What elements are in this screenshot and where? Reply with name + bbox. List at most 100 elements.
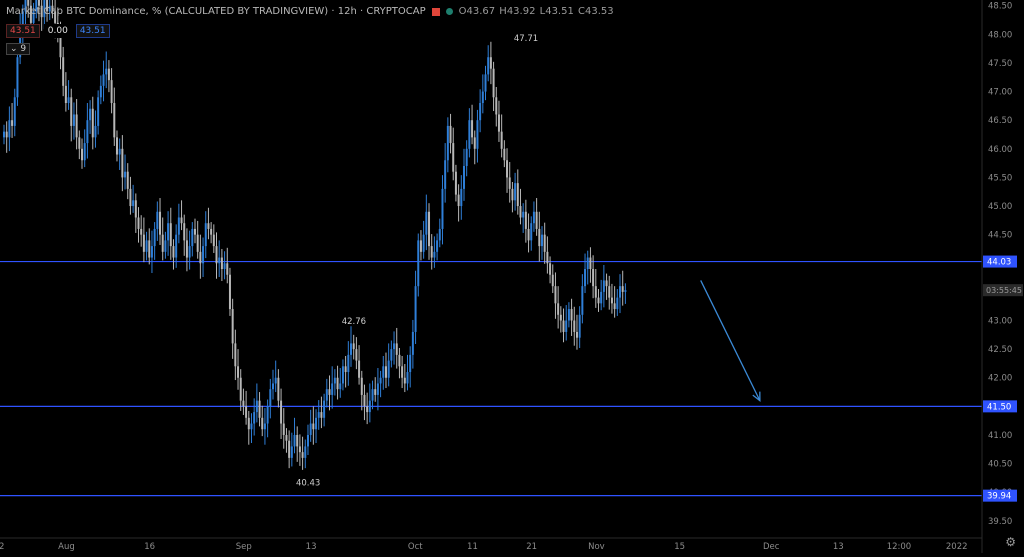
candle-body bbox=[156, 211, 159, 229]
ohlc-high: H43.92 bbox=[499, 6, 536, 17]
candle-body bbox=[350, 343, 353, 355]
candle-body bbox=[519, 206, 522, 218]
candle-body bbox=[567, 309, 570, 321]
candle-body bbox=[341, 366, 344, 384]
candle-body bbox=[554, 286, 557, 304]
price-tick-label: 42.50 bbox=[988, 345, 1012, 355]
candle-body bbox=[347, 354, 350, 373]
candle-body bbox=[193, 228, 196, 235]
sell-button[interactable]: 43.51 bbox=[6, 24, 40, 38]
candle-body bbox=[481, 91, 484, 104]
candle-body bbox=[81, 148, 84, 161]
candle-body bbox=[446, 125, 449, 161]
price-tick-label: 43.00 bbox=[988, 317, 1012, 327]
candle-body bbox=[188, 246, 191, 258]
candle-body bbox=[306, 434, 309, 447]
candle-body bbox=[562, 320, 565, 332]
candle-body bbox=[247, 417, 250, 430]
candle-body bbox=[366, 406, 369, 413]
candle-body bbox=[312, 423, 315, 430]
ohlc-low: L43.51 bbox=[539, 6, 574, 17]
candle-body bbox=[16, 57, 19, 98]
price-tick-label: 47.50 bbox=[988, 59, 1012, 69]
candle-body bbox=[21, 11, 24, 29]
time-tick-label: 11 bbox=[467, 542, 478, 552]
candle-body bbox=[250, 423, 253, 430]
price-tick-label: 44.50 bbox=[988, 231, 1012, 241]
candle-body bbox=[444, 160, 447, 189]
symbol-title[interactable]: Market Cap BTC Dominance, % (CALCULATED … bbox=[6, 6, 426, 17]
price-tick-label: 48.50 bbox=[988, 2, 1012, 12]
candle-body bbox=[51, 5, 54, 12]
candle-body bbox=[570, 309, 573, 321]
candle-body bbox=[497, 114, 500, 132]
gear-icon[interactable]: ⚙ bbox=[1005, 535, 1016, 549]
candle-body bbox=[272, 383, 274, 390]
candle-body bbox=[368, 400, 371, 413]
candle-body bbox=[258, 400, 261, 418]
candle-body bbox=[393, 343, 396, 350]
chevron-down-icon: ⌄ bbox=[10, 44, 18, 54]
price-tick-label: 40.50 bbox=[988, 460, 1012, 470]
candle-body bbox=[142, 234, 145, 252]
flag-icon[interactable] bbox=[431, 7, 440, 16]
countdown-label: 03:55:45 bbox=[986, 286, 1022, 295]
candle-body bbox=[105, 68, 108, 75]
candle-body bbox=[430, 246, 433, 258]
trend-arrow-line[interactable] bbox=[700, 280, 761, 401]
candle-body bbox=[409, 354, 412, 373]
price-tick-label: 41.00 bbox=[988, 431, 1012, 441]
candle-body bbox=[78, 137, 81, 149]
spread-value: 0.00 bbox=[43, 24, 72, 38]
candle-body bbox=[11, 120, 14, 126]
candle-body bbox=[242, 400, 245, 407]
candle-body bbox=[183, 223, 186, 241]
candle-body bbox=[185, 240, 188, 258]
indicators-count: 9 bbox=[20, 44, 27, 54]
candle-body bbox=[382, 366, 385, 378]
time-tick-label: Sep bbox=[236, 542, 252, 552]
indicators-toggle[interactable]: ⌄ 9 bbox=[6, 43, 31, 55]
candle-body bbox=[288, 440, 291, 458]
candle-body bbox=[202, 246, 205, 264]
candle-body bbox=[557, 303, 560, 315]
candle-body bbox=[425, 211, 428, 235]
candle-body bbox=[231, 309, 234, 344]
candle-body bbox=[298, 446, 301, 453]
buy-button[interactable]: 43.51 bbox=[75, 24, 110, 38]
price-annotation: 42.76 bbox=[342, 317, 366, 327]
time-tick-label: 21 bbox=[526, 542, 537, 552]
price-annotation: 47.71 bbox=[514, 34, 538, 44]
candle-body bbox=[379, 377, 382, 384]
candle-body bbox=[40, 5, 43, 18]
candle-body bbox=[527, 228, 530, 241]
candle-body bbox=[207, 223, 210, 229]
candle-body bbox=[559, 314, 562, 321]
candle-body bbox=[597, 297, 600, 304]
market-status-icon bbox=[445, 8, 453, 15]
candle-body bbox=[86, 120, 89, 144]
ohlc-values: O43.67 H43.92 L43.51 C43.53 bbox=[459, 6, 615, 17]
candle-body bbox=[532, 211, 535, 224]
candle-body bbox=[263, 423, 266, 430]
ohlc-open: O43.67 bbox=[458, 6, 496, 17]
candle-body bbox=[438, 228, 441, 241]
candle-body bbox=[538, 228, 541, 247]
price-axis-bg[interactable] bbox=[982, 0, 1024, 553]
candle-body bbox=[62, 57, 65, 86]
price-tick-label: 42.00 bbox=[988, 374, 1012, 384]
candle-body bbox=[503, 148, 506, 161]
candle-body bbox=[220, 257, 223, 269]
candle-body bbox=[605, 280, 608, 287]
candle-body bbox=[457, 194, 460, 207]
candle-body bbox=[452, 143, 455, 172]
candle-body bbox=[565, 320, 568, 332]
time-tick-label: 2 bbox=[0, 542, 4, 552]
time-tick-label: 13 bbox=[833, 542, 844, 552]
candle-body bbox=[67, 97, 70, 104]
candle-body bbox=[234, 343, 237, 367]
candle-body bbox=[113, 103, 116, 138]
candle-body bbox=[524, 211, 527, 229]
